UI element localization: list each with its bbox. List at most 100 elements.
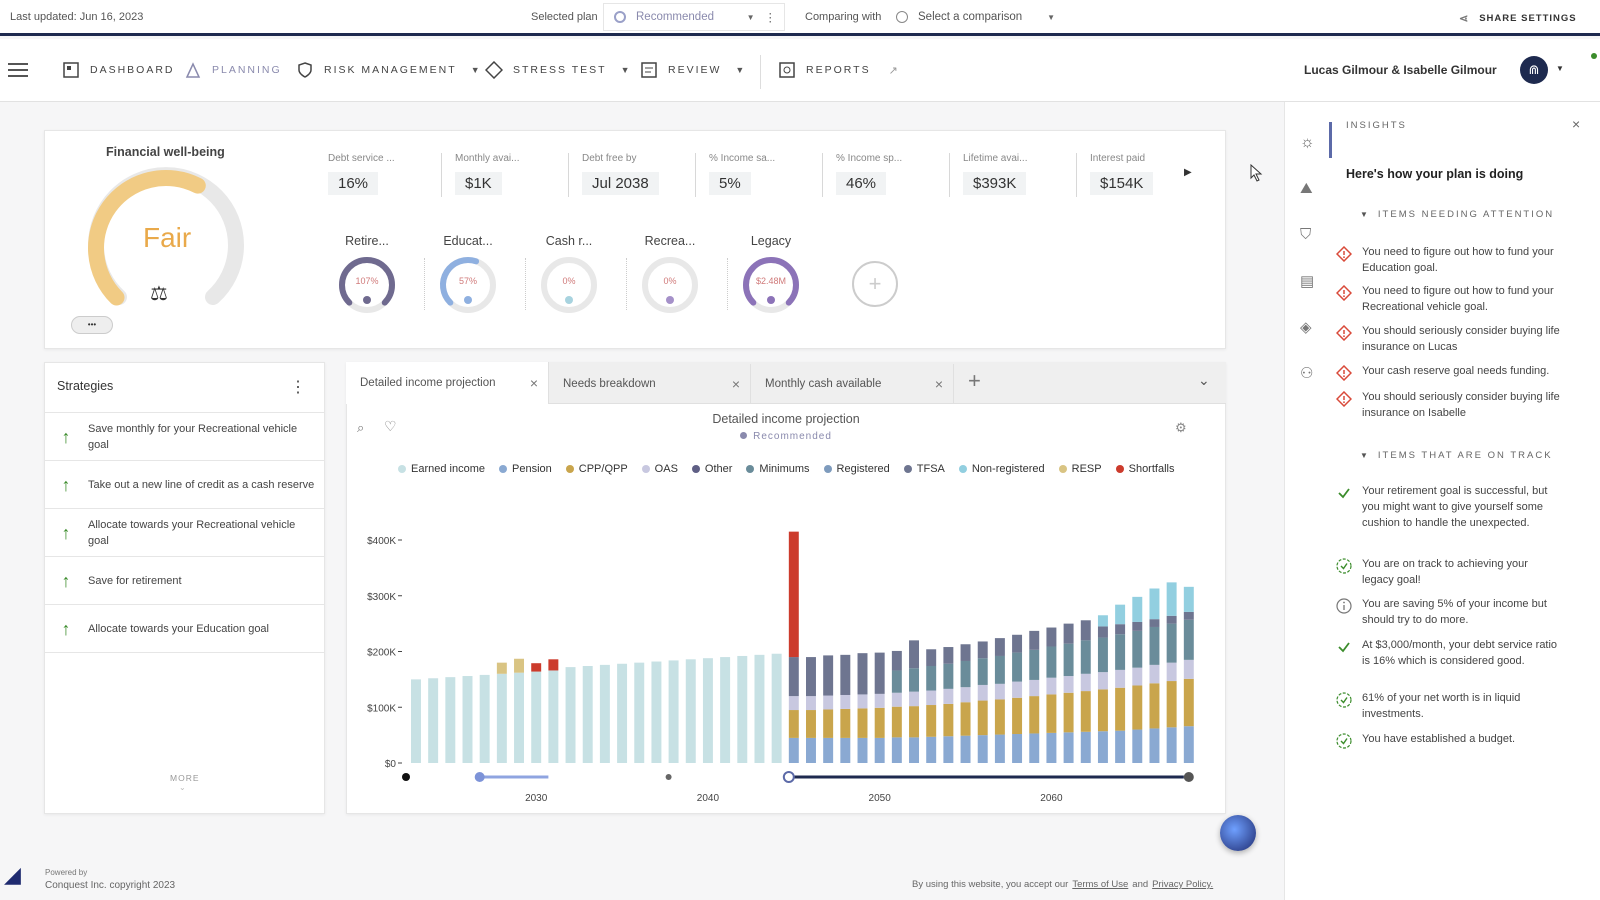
hamburger-menu-icon[interactable] [8, 61, 28, 77]
legend-item[interactable]: RESP [1058, 463, 1102, 475]
tab-needs-breakdown[interactable]: Needs breakdown × [549, 364, 751, 404]
bar-segment [1166, 615, 1177, 624]
add-goal-button[interactable]: + [852, 261, 898, 307]
legend-item[interactable]: Earned income [398, 463, 485, 475]
mouse-cursor-icon [1250, 164, 1263, 182]
legend-item[interactable]: OAS [641, 463, 678, 475]
chevron-down-icon[interactable]: ⌄ [1198, 372, 1210, 388]
diamond-icon[interactable]: ◈ [1300, 319, 1312, 336]
legend-item[interactable]: CPP/QPP [565, 463, 628, 475]
bar-segment [943, 736, 954, 763]
bar-segment [857, 737, 868, 763]
attention-section-toggle[interactable]: ▼ ITEMS NEEDING ATTENTION [1360, 209, 1555, 220]
bar-segment [771, 653, 782, 763]
ontrack-item: Your retirement goal is successful, but … [1362, 485, 1548, 529]
review-icon [641, 62, 657, 78]
people-icon[interactable]: ⚇ [1300, 365, 1314, 382]
legend-item[interactable]: Other [691, 463, 732, 475]
goal-ring[interactable]: 0% [538, 254, 600, 316]
bar-segment [1115, 687, 1126, 731]
legend-item[interactable]: Shortfalls [1115, 463, 1174, 475]
share-settings-button[interactable]: ⋖ SHARE SETTINGS [1459, 12, 1577, 25]
compare-icon [896, 11, 908, 23]
bar-segment [943, 663, 954, 689]
bar-segment [960, 687, 971, 703]
tab-monthly-cash-available[interactable]: Monthly cash available × [751, 364, 954, 404]
legend-item[interactable]: Registered [823, 463, 890, 475]
nav-reports[interactable]: REPORTS ↗ [778, 61, 900, 79]
shield-icon[interactable]: ⛉ [1300, 226, 1312, 243]
ontrack-section-toggle[interactable]: ▼ ITEMS THAT ARE ON TRACK [1360, 450, 1553, 461]
terms-link[interactable]: Terms of Use [1072, 879, 1129, 890]
chevron-down-icon[interactable]: ▼ [1556, 64, 1564, 73]
strategy-item[interactable]: ↑ Allocate towards your Recreational vehi… [44, 509, 325, 557]
bar-segment [1132, 630, 1143, 668]
more-link[interactable]: MORE [170, 773, 200, 783]
bar-segment [926, 690, 937, 706]
legend-item[interactable]: Pension [499, 463, 552, 475]
bar-segment [1046, 646, 1057, 678]
zoom-icon[interactable]: ⌕ [357, 420, 365, 435]
goal-icon [767, 296, 775, 304]
bar-segment [943, 688, 954, 704]
bar-segment [1183, 726, 1194, 763]
tab-detailed-income-projection[interactable]: Detailed income projection × [346, 362, 549, 404]
goal-divider [424, 258, 425, 310]
bar-segment [909, 640, 920, 669]
goal-ring[interactable]: 57% [437, 254, 499, 316]
bar-segment [582, 665, 593, 763]
lightbulb-icon[interactable]: ☼ [1300, 134, 1315, 151]
nav-stress-test[interactable]: STRESS TEST ▼ [485, 61, 632, 79]
metric-1[interactable]: Monthly avai... $1K [455, 153, 519, 195]
strategy-item[interactable]: ↑ Save monthly for your Recreational vehi… [44, 413, 325, 461]
strategy-item[interactable]: ↑ Take out a new line of credit as a cash… [44, 461, 325, 509]
assistant-fab[interactable] [1220, 815, 1256, 851]
metric-5[interactable]: Lifetime avai... $393K [963, 153, 1027, 195]
more-vertical-icon[interactable]: ⋮ [290, 379, 306, 396]
more-vertical-icon[interactable]: ⋮ [764, 12, 777, 24]
nav-dashboard[interactable]: DASHBOARD [62, 61, 175, 79]
heart-icon[interactable]: ♡ [384, 418, 397, 434]
chart-icon[interactable]: ⛰ [1300, 180, 1313, 197]
add-tab-button[interactable]: + [968, 368, 981, 393]
settings-icon[interactable]: ⚙ [1175, 420, 1187, 435]
metric-4[interactable]: % Income sp... 46% [836, 153, 902, 195]
metric-0[interactable]: Debt service ... 16% [328, 153, 395, 195]
timeline-start-dot [402, 773, 410, 781]
next-arrow-icon[interactable]: ▶ [1184, 167, 1192, 178]
nav-review[interactable]: REVIEW ▼ [640, 61, 746, 79]
nav-risk-management[interactable]: RISK MANAGEMENT ▼ [296, 61, 482, 79]
comparison-dropdown[interactable]: Select a comparison ▼ [886, 3, 1069, 31]
x-tick-label: 2040 [697, 793, 720, 804]
selected-plan-dropdown[interactable]: Recommended ▼ ⋮ [603, 3, 785, 31]
bar-segment [1080, 640, 1091, 674]
legend-item[interactable]: TFSA [903, 463, 945, 475]
strategies-title: Strategies [57, 379, 114, 393]
legend-dot [1058, 465, 1067, 473]
privacy-link[interactable]: Privacy Policy. [1152, 879, 1214, 890]
nav-planning[interactable]: PLANNING [184, 61, 282, 79]
goal-ring[interactable]: 0% [639, 254, 701, 316]
bar-segment [994, 699, 1005, 735]
timeline-handle [782, 771, 795, 783]
avatar[interactable]: ⋒ [1520, 56, 1548, 84]
close-icon[interactable]: × [529, 375, 538, 391]
close-icon[interactable]: × [934, 376, 943, 392]
bar-segment [1183, 678, 1194, 727]
more-button[interactable]: ••• [71, 316, 113, 334]
goal-ring[interactable]: $2.48M [740, 254, 802, 316]
legend-item[interactable]: Minimums [746, 463, 810, 475]
metric-3[interactable]: % Income sa... 5% [709, 153, 775, 195]
strategy-item[interactable]: ↑ Save for retirement [44, 557, 325, 605]
strategy-item[interactable]: ↑ Allocate towards your Education goal [44, 605, 325, 653]
metric-2[interactable]: Debt free by Jul 2038 [582, 153, 659, 195]
metric-6[interactable]: Interest paid $154K [1090, 153, 1154, 195]
bar-segment [960, 735, 971, 763]
close-icon[interactable]: × [731, 376, 740, 392]
goal-label: Recrea... [644, 234, 696, 248]
clipboard-icon[interactable]: ▤ [1300, 273, 1315, 290]
close-icon[interactable]: × [1572, 116, 1581, 132]
goal-ring[interactable]: 107% [336, 254, 398, 316]
legend-item[interactable]: Non-registered [958, 463, 1045, 475]
bar-segment [857, 708, 868, 738]
